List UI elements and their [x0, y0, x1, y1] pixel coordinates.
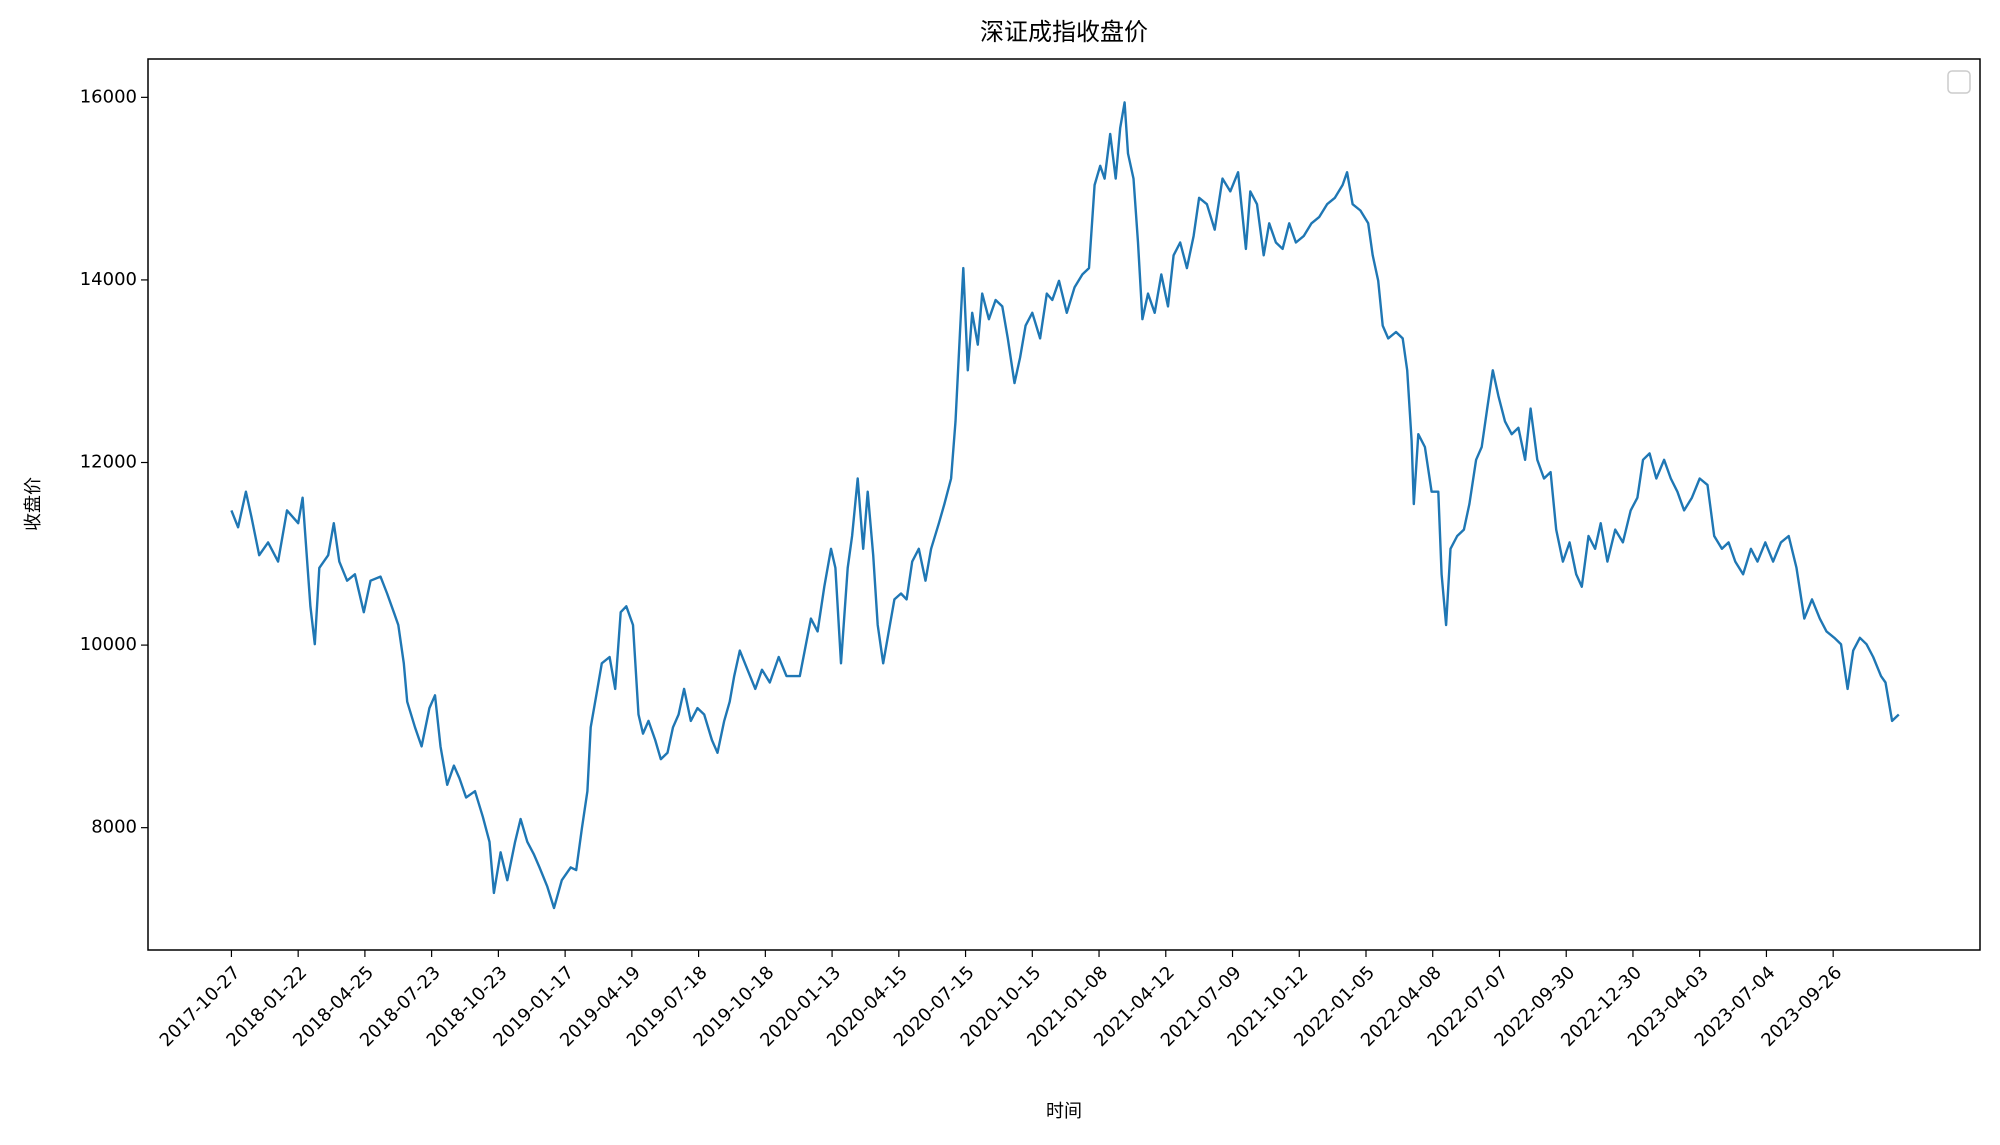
y-tick-label: 8000	[91, 817, 137, 838]
y-axis-label: 收盘价	[23, 477, 44, 531]
price-line	[230, 101, 1900, 910]
legend-box	[1947, 70, 1971, 94]
y-tick-label: 14000	[80, 269, 137, 290]
chart-title: 深证成指收盘价	[980, 18, 1148, 46]
plot-frame	[147, 58, 1981, 951]
x-axis-label: 时间	[1046, 1101, 1082, 1122]
y-tick-label: 12000	[80, 452, 137, 473]
y-tick-label: 16000	[80, 86, 137, 107]
y-tick-label: 10000	[80, 634, 137, 655]
